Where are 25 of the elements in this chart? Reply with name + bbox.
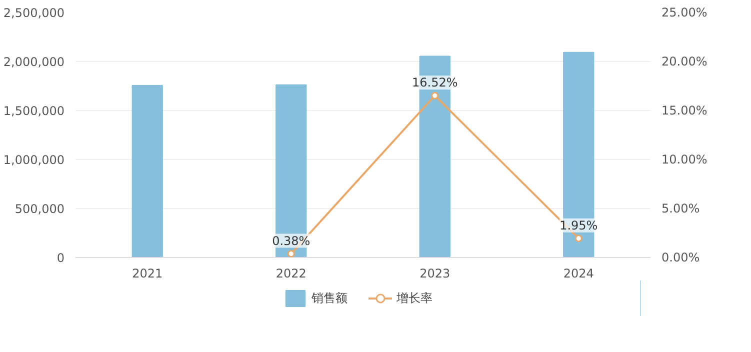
data-label: 16.52%	[412, 76, 458, 90]
data-label: 1.95%	[560, 218, 598, 232]
y2-tick-label: 0.00%	[662, 250, 700, 264]
point	[574, 234, 582, 242]
y2-tick-label: 5.00%	[662, 202, 700, 216]
legend-label: 增长率	[396, 290, 432, 306]
y-tick-label: 2,500,000	[3, 6, 65, 20]
data-label: 0.38%	[272, 234, 310, 248]
x-tick-label: 2024	[563, 266, 594, 280]
y2-tick-label: 15.00%	[662, 104, 708, 118]
y-tick-label: 0	[56, 251, 65, 265]
y2-tick-label: 10.00%	[662, 152, 708, 166]
x-tick-label: 2023	[420, 266, 450, 280]
point	[287, 250, 295, 258]
y-tick-label: 1,500,000	[3, 104, 65, 118]
y-tick-label: 2,000,000	[3, 55, 65, 69]
y-tick-label: 1,000,000	[3, 153, 65, 167]
point	[431, 92, 439, 100]
y2-tick-label: 20.00%	[662, 54, 708, 68]
x-tick-label: 2022	[276, 266, 306, 280]
x-tick-label: 2021	[132, 266, 163, 280]
bar	[132, 85, 163, 258]
legend-label: 销售额	[312, 290, 348, 306]
y-tick-label: 500,000	[14, 202, 64, 216]
y2-tick-label: 25.00%	[662, 6, 708, 20]
